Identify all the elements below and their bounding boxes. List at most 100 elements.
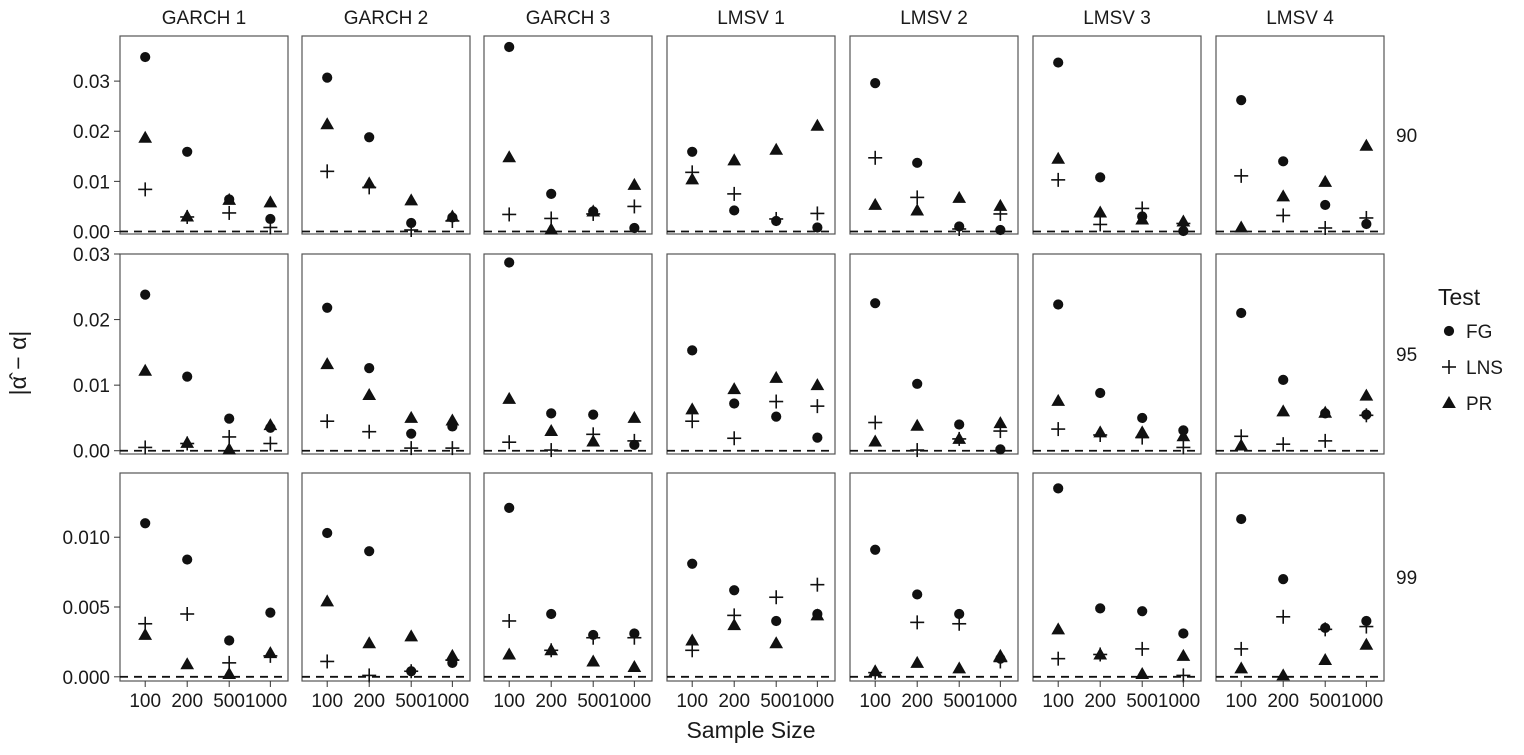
point-lns-100 xyxy=(502,613,517,628)
panel-border xyxy=(119,35,289,235)
panel-lmsv-3-99 xyxy=(1032,472,1202,683)
point-pr-200 xyxy=(544,424,559,437)
point-lns-500 xyxy=(222,205,237,220)
point-pr-1000 xyxy=(1176,429,1191,442)
panel-border xyxy=(1215,35,1385,235)
point-pr-200 xyxy=(362,176,377,189)
point-pr-200 xyxy=(727,382,742,395)
panel-garch-3-95 xyxy=(483,253,653,458)
point-lns-500 xyxy=(1135,641,1150,656)
point-lns-1000 xyxy=(1359,210,1374,225)
point-fg-100 xyxy=(322,302,333,313)
point-pr-500 xyxy=(769,370,784,383)
point-pr-200 xyxy=(910,418,925,431)
point-pr-1000 xyxy=(810,378,825,391)
x-tick-label: 100 xyxy=(859,691,891,712)
point-lns-1000 xyxy=(810,399,825,414)
point-lns-1000 xyxy=(627,433,642,448)
panel-border xyxy=(1032,472,1202,682)
panel-lmsv-2-90 xyxy=(849,35,1019,236)
point-lns-100 xyxy=(502,207,517,222)
panel-lmsv-1-90 xyxy=(666,35,836,235)
point-pr-500 xyxy=(952,431,967,444)
point-pr-1000 xyxy=(993,198,1008,211)
y-tick-label: 0.02 xyxy=(73,311,110,332)
point-pr-200 xyxy=(180,657,195,670)
point-lns-500 xyxy=(952,221,967,236)
point-pr-500 xyxy=(952,190,967,203)
legend-entry-pr: PR xyxy=(1442,394,1492,415)
point-fg-500 xyxy=(224,635,235,646)
point-fg-500 xyxy=(771,411,782,422)
point-pr-200 xyxy=(544,643,559,656)
point-pr-200 xyxy=(362,636,377,649)
point-pr-500 xyxy=(769,636,784,649)
point-lns-100 xyxy=(320,164,335,179)
legend-label-fg: FG xyxy=(1466,322,1492,343)
point-lns-200 xyxy=(727,431,742,446)
point-lns-500 xyxy=(1318,220,1333,235)
panel-garch-1-90 xyxy=(119,35,289,235)
point-fg-100 xyxy=(140,289,151,300)
point-pr-1000 xyxy=(1359,637,1374,650)
point-fg-100 xyxy=(687,558,698,569)
y-tick-label: 0.03 xyxy=(73,72,110,93)
point-fg-1000 xyxy=(265,607,276,618)
point-pr-1000 xyxy=(263,646,278,659)
point-pr-100 xyxy=(868,664,883,677)
point-pr-200 xyxy=(910,655,925,668)
column-title-lmsv-4: LMSV 4 xyxy=(1266,8,1334,29)
panel-border xyxy=(483,253,653,455)
point-lns-100 xyxy=(320,414,335,429)
panel-border xyxy=(1215,472,1385,682)
point-pr-1000 xyxy=(993,416,1008,429)
point-fg-200 xyxy=(729,205,740,216)
point-pr-200 xyxy=(1276,404,1291,417)
panel-border xyxy=(119,472,289,682)
panel-garch-1-99 xyxy=(119,472,289,682)
point-fg-100 xyxy=(687,146,698,157)
point-fg-100 xyxy=(687,345,698,356)
point-fg-500 xyxy=(406,428,417,439)
point-pr-1000 xyxy=(1176,214,1191,227)
row-label-99: 99 xyxy=(1396,568,1417,589)
point-pr-1000 xyxy=(445,413,460,426)
legend-title: Test xyxy=(1438,284,1481,310)
point-lns-500 xyxy=(1318,433,1333,448)
point-pr-100 xyxy=(1051,393,1066,406)
point-pr-500 xyxy=(222,667,237,680)
x-tick-label: 100 xyxy=(493,691,525,712)
point-lns-1000 xyxy=(810,577,825,592)
panel-lmsv-4-90 xyxy=(1215,35,1385,235)
x-tick-label: 5001000 xyxy=(760,691,834,712)
point-pr-500 xyxy=(1318,174,1333,187)
point-pr-200 xyxy=(727,153,742,166)
point-lns-1000 xyxy=(263,436,278,451)
point-pr-500 xyxy=(1318,405,1333,418)
point-pr-200 xyxy=(1093,647,1108,660)
point-fg-100 xyxy=(322,527,333,539)
point-lns-100 xyxy=(868,150,883,165)
point-pr-100 xyxy=(685,402,700,415)
point-lns-500 xyxy=(1318,622,1333,637)
point-fg-500 xyxy=(224,413,235,424)
point-pr-1000 xyxy=(1359,138,1374,151)
point-pr-1000 xyxy=(263,418,278,431)
point-fg-500 xyxy=(1137,412,1148,424)
point-lns-200 xyxy=(910,443,925,458)
y-tick-label: 0.00 xyxy=(73,442,110,463)
x-tick-label: 5001000 xyxy=(1309,691,1383,712)
point-fg-200 xyxy=(912,378,923,389)
point-lns-100 xyxy=(138,182,153,197)
point-fg-1000 xyxy=(1178,628,1189,639)
panel-border xyxy=(1032,35,1202,235)
point-fg-200 xyxy=(912,589,923,600)
x-tick-label: 200 xyxy=(171,691,203,712)
point-fg-100 xyxy=(504,41,515,53)
point-lns-100 xyxy=(1051,422,1066,437)
legend: Test FG LNS PR xyxy=(1438,284,1503,415)
point-lns-100 xyxy=(868,415,883,430)
panel-border xyxy=(849,253,1019,455)
point-pr-1000 xyxy=(445,209,460,222)
point-fg-100 xyxy=(870,298,881,309)
